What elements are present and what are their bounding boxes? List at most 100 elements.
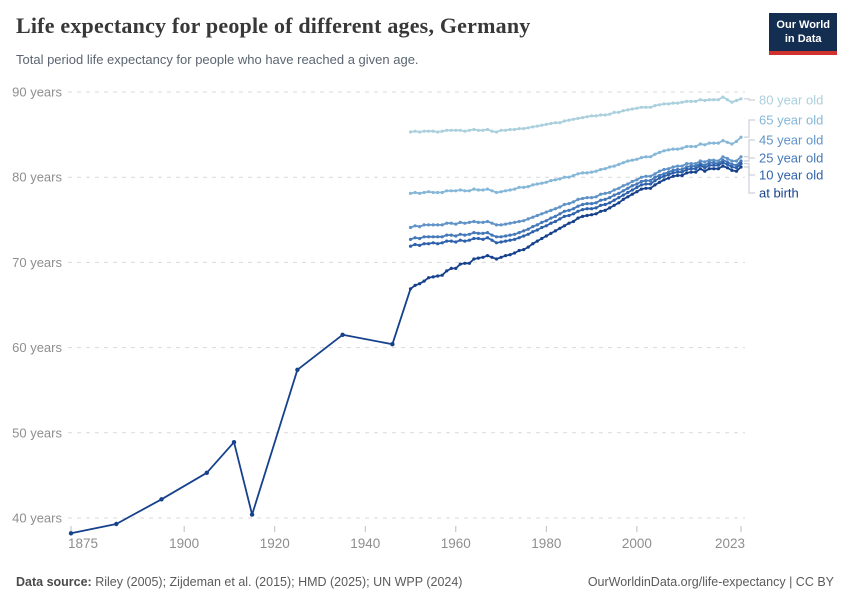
data-point	[340, 332, 345, 337]
data-point	[567, 202, 571, 206]
data-point	[734, 98, 739, 103]
owid-link[interactable]: OurWorldinData.org/life-expectancy	[587, 575, 786, 589]
data-point	[716, 159, 721, 163]
data-point	[513, 232, 517, 236]
data-point	[526, 232, 530, 236]
data-point	[467, 261, 471, 265]
series-line-at-birth[interactable]	[70, 165, 742, 535]
data-point	[576, 116, 580, 120]
data-point	[612, 193, 616, 197]
data-point	[535, 213, 539, 218]
data-point	[603, 202, 607, 207]
legend-connector-80-year-old	[743, 98, 755, 101]
data-point	[630, 179, 634, 184]
data-point	[418, 236, 422, 241]
data-point	[698, 98, 702, 102]
data-point	[667, 102, 671, 106]
data-point	[657, 176, 662, 180]
data-point	[413, 283, 417, 287]
data-point	[494, 257, 499, 261]
data-point	[553, 121, 558, 125]
data-point	[513, 237, 517, 241]
data-point	[648, 179, 653, 183]
data-point	[476, 236, 480, 241]
data-point	[567, 221, 571, 225]
data-point	[436, 223, 440, 227]
data-point	[490, 255, 494, 259]
data-point	[413, 190, 417, 195]
data-point	[612, 198, 616, 202]
data-point	[476, 188, 480, 192]
legend-label-80-year-old[interactable]: 80 year old	[759, 93, 823, 108]
data-point	[585, 213, 589, 218]
data-point	[653, 175, 657, 179]
data-point	[549, 216, 553, 220]
data-point	[648, 182, 653, 186]
data-point	[571, 212, 576, 216]
data-point	[476, 128, 480, 132]
data-point	[454, 128, 458, 132]
data-point	[431, 241, 435, 245]
data-point	[504, 239, 508, 243]
data-point	[712, 141, 716, 145]
owid-logo: Our World in Data	[769, 13, 837, 55]
data-point	[445, 233, 449, 237]
data-point	[712, 167, 716, 171]
data-point	[653, 104, 657, 108]
data-point	[440, 273, 444, 277]
footer-separator: |	[785, 575, 796, 589]
data-point	[494, 241, 499, 245]
data-point	[676, 101, 680, 105]
data-point	[408, 191, 413, 195]
data-point	[431, 129, 435, 133]
x-axis-label-2000: 2000	[622, 536, 652, 551]
legend-label-45-year-old[interactable]: 45 year old	[759, 133, 823, 148]
data-point	[689, 162, 693, 166]
legend-label-at-birth[interactable]: at birth	[759, 186, 799, 201]
data-point	[499, 128, 503, 132]
owid-logo-line1: Our World	[776, 19, 830, 31]
data-point	[599, 209, 603, 213]
data-point	[730, 142, 734, 146]
data-point	[653, 179, 657, 183]
data-point	[436, 130, 440, 134]
data-point	[440, 223, 444, 227]
data-point	[481, 220, 485, 224]
data-point	[571, 117, 576, 121]
data-point	[667, 148, 671, 152]
data-point	[639, 156, 644, 160]
data-point	[612, 203, 616, 207]
data-point	[413, 242, 417, 247]
data-point	[513, 187, 517, 191]
data-point	[662, 149, 666, 153]
series-points-45-year-old	[408, 155, 743, 230]
data-point	[427, 190, 431, 194]
data-point	[549, 221, 553, 225]
data-point	[707, 158, 711, 162]
data-point	[458, 128, 462, 132]
data-point	[739, 97, 743, 101]
legend-label-25-year-old[interactable]: 25 year old	[759, 151, 823, 166]
series-points-25-year-old	[408, 158, 743, 241]
data-point	[585, 115, 589, 119]
data-point	[467, 238, 471, 242]
legend-label-10-year-old[interactable]: 10 year old	[759, 168, 823, 183]
data-point	[581, 196, 585, 201]
legend-label-65-year-old[interactable]: 65 year old	[759, 113, 823, 128]
data-point	[508, 238, 512, 242]
series-points-65-year-old	[408, 135, 743, 195]
data-point	[522, 234, 526, 238]
data-point	[657, 169, 662, 173]
data-point	[449, 266, 453, 270]
data-point	[639, 175, 644, 179]
data-point	[427, 235, 431, 239]
page-title: Life expectancy for people of different …	[16, 13, 531, 38]
data-point	[499, 255, 503, 259]
data-point	[553, 178, 558, 182]
data-point	[653, 183, 657, 187]
data-point	[422, 190, 426, 195]
data-point	[467, 189, 471, 193]
data-point	[739, 162, 743, 166]
x-axis-label-1960: 1960	[441, 536, 471, 551]
data-point	[657, 180, 662, 184]
